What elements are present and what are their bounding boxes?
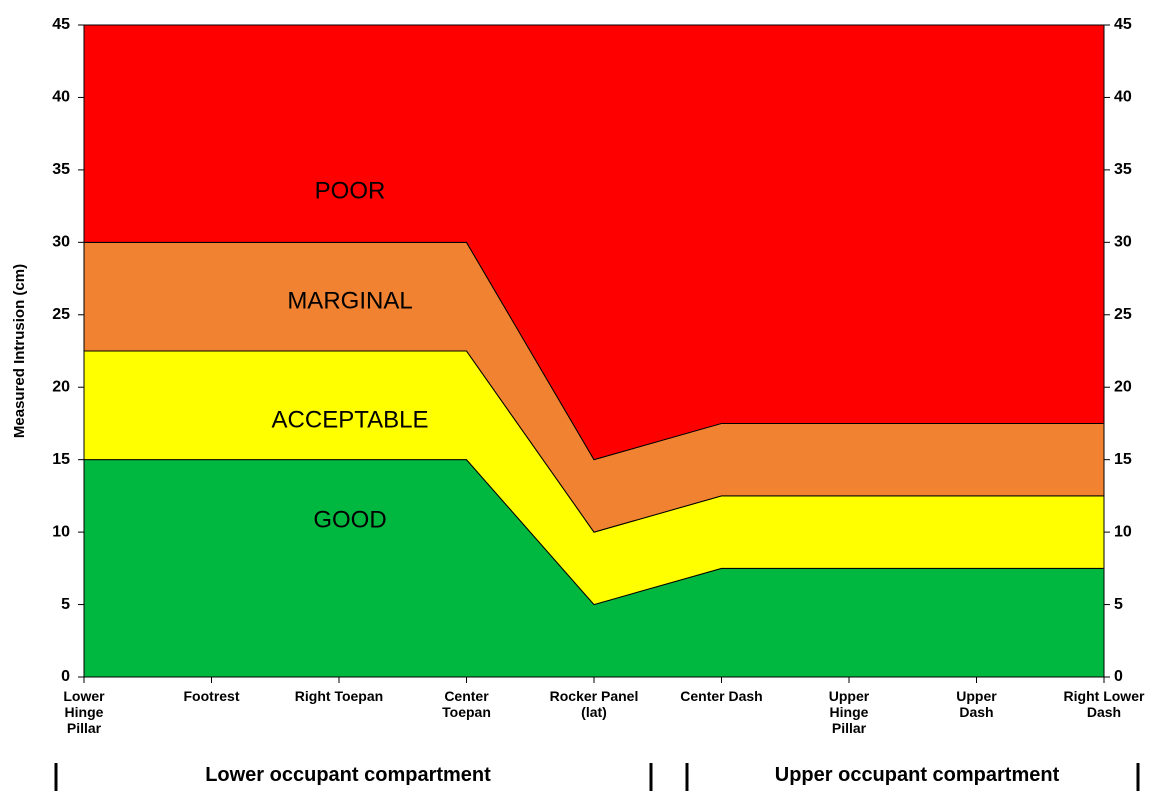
y2-tick-label: 0 (1114, 668, 1123, 685)
y2-tick-label: 45 (1114, 16, 1132, 33)
area-label: ACCEPTABLE (272, 406, 429, 433)
y2-tick-label: 25 (1114, 306, 1132, 323)
x-tick-label: Right Toepan (294, 688, 384, 704)
x-tick-label: Center Dash (680, 688, 763, 704)
x-tick-label: Rocker Panel (lat) (549, 688, 639, 720)
y-axis-label: Measured Intrusion (cm) (11, 264, 28, 438)
y-tick-label: 25 (52, 306, 70, 323)
x-tick-label: Upper Hinge Pillar (828, 688, 870, 736)
y-tick-label: 15 (52, 451, 70, 468)
y2-tick-label: 15 (1114, 451, 1132, 468)
x-tick-label: Upper Dash (956, 688, 997, 720)
y-tick-label: 0 (61, 668, 70, 685)
area-label: POOR (315, 177, 386, 204)
x-tick-label: Right Lower Dash (1063, 688, 1145, 720)
y-tick-label: 5 (61, 596, 70, 613)
y-tick-label: 40 (52, 89, 70, 106)
area-label: GOOD (313, 506, 386, 533)
y2-tick-label: 40 (1114, 89, 1132, 106)
y2-tick-label: 10 (1114, 523, 1132, 540)
y2-tick-label: 35 (1114, 161, 1132, 178)
area-label: MARGINAL (287, 287, 412, 314)
y2-tick-label: 30 (1114, 234, 1132, 251)
y-tick-label: 10 (52, 523, 70, 540)
y-tick-label: 20 (52, 378, 70, 395)
y-tick-label: 45 (52, 16, 70, 33)
x-tick-label: Center Toepan (442, 688, 491, 720)
x-tick-label: Lower Hinge Pillar (63, 688, 105, 736)
y2-tick-label: 5 (1114, 596, 1123, 613)
x-tick-label: Footrest (183, 688, 240, 704)
y-tick-label: 35 (52, 161, 70, 178)
y2-tick-label: 20 (1114, 378, 1132, 395)
group-separators (54, 763, 1140, 791)
group-label: Lower occupant compartment (205, 764, 491, 786)
group-label: Upper occupant compartment (774, 764, 1060, 786)
y-tick-label: 30 (52, 234, 70, 251)
